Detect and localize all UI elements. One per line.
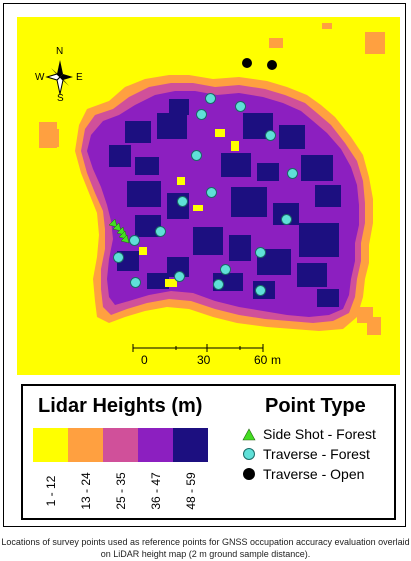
compass-rose: N S W E	[35, 47, 83, 104]
height-swatch-3	[103, 428, 138, 462]
circle-icon	[241, 446, 257, 462]
legend-traverse-open: Traverse - Open	[241, 464, 364, 484]
forest-gaps	[139, 129, 239, 287]
height-label-4: 36 - 47	[148, 472, 163, 510]
height-swatch-1	[33, 428, 68, 462]
map-canvas	[39, 23, 385, 352]
legend-traverse-forest: Traverse - Forest	[241, 444, 370, 464]
height-label-1: 1 - 12	[43, 475, 58, 507]
traverse-forest-point	[191, 150, 202, 161]
height-label-cell: 48 - 59	[173, 466, 208, 516]
height-swatch-2	[68, 428, 103, 462]
traverse-open-point	[267, 60, 277, 70]
legend-traverse-open-label: Traverse - Open	[263, 466, 365, 482]
map-legend: Lidar Heights (m) Point Type 1 - 12 13 -…	[21, 384, 396, 520]
legend-side-shot-label: Side Shot - Forest	[263, 426, 376, 442]
traverse-forest-point	[113, 252, 124, 263]
legend-point-type-title: Point Type	[265, 395, 366, 417]
scale-label-30: 30	[197, 353, 211, 367]
scale-label-0: 0	[141, 353, 148, 367]
height-label-cell: 36 - 47	[138, 466, 173, 516]
height-label-cell: 1 - 12	[33, 466, 68, 516]
traverse-open-point	[242, 58, 252, 68]
legend-heights-title: Lidar Heights (m)	[38, 395, 203, 417]
traverse-forest-point	[255, 285, 266, 296]
lidar-height-map: N S W E 0 30 60 m	[17, 17, 400, 375]
compass-n: N	[56, 46, 64, 57]
compass-w: W	[35, 72, 45, 83]
traverse-forest-point	[130, 277, 141, 288]
traverse-forest-point	[174, 271, 185, 282]
traverse-forest-point	[196, 109, 207, 120]
orange-patches	[39, 23, 385, 335]
height-label-cell: 13 - 24	[68, 466, 103, 516]
scale-unit: m	[271, 353, 281, 367]
traverse-forest-point	[287, 168, 298, 179]
traverse-forest-point	[220, 264, 231, 275]
height-label-cell: 25 - 35	[103, 466, 138, 516]
traverse-forest-point	[129, 235, 140, 246]
legend-side-shot-forest: Side Shot - Forest	[241, 424, 376, 444]
height-class-labels: 1 - 12 13 - 24 25 - 35 36 - 47 48 - 59	[33, 466, 208, 516]
traverse-forest-point	[213, 279, 224, 290]
traverse-forest-point	[155, 226, 166, 237]
height-swatches	[33, 428, 208, 462]
traverse-forest-point	[265, 130, 276, 141]
scale-bar	[132, 344, 264, 352]
traverse-forest-point	[235, 101, 246, 112]
height-label-2: 13 - 24	[78, 472, 93, 510]
figure-frame: N S W E 0 30 60 m Lidar Heights (m) Poin…	[3, 3, 406, 527]
traverse-forest-point	[177, 196, 188, 207]
traverse-forest-point	[205, 93, 216, 104]
height-label-3: 25 - 35	[113, 472, 128, 510]
legend-traverse-forest-label: Traverse - Forest	[263, 446, 370, 462]
traverse-forest-point	[255, 247, 266, 258]
height-label-5: 48 - 59	[183, 472, 198, 510]
compass-e: E	[76, 72, 83, 83]
traverse-forest-point	[281, 214, 292, 225]
compass-s: S	[57, 93, 64, 104]
figure-caption: Locations of survey points used as refer…	[1, 537, 410, 559]
side-shot-cluster	[108, 219, 130, 244]
scale-label-60: 60	[254, 353, 268, 367]
triangle-icon	[241, 426, 257, 442]
north-arrow-icon	[45, 60, 73, 95]
circle-icon	[241, 466, 257, 482]
height-swatch-4	[138, 428, 173, 462]
height-swatch-5	[173, 428, 208, 462]
traverse-forest-point	[206, 187, 217, 198]
